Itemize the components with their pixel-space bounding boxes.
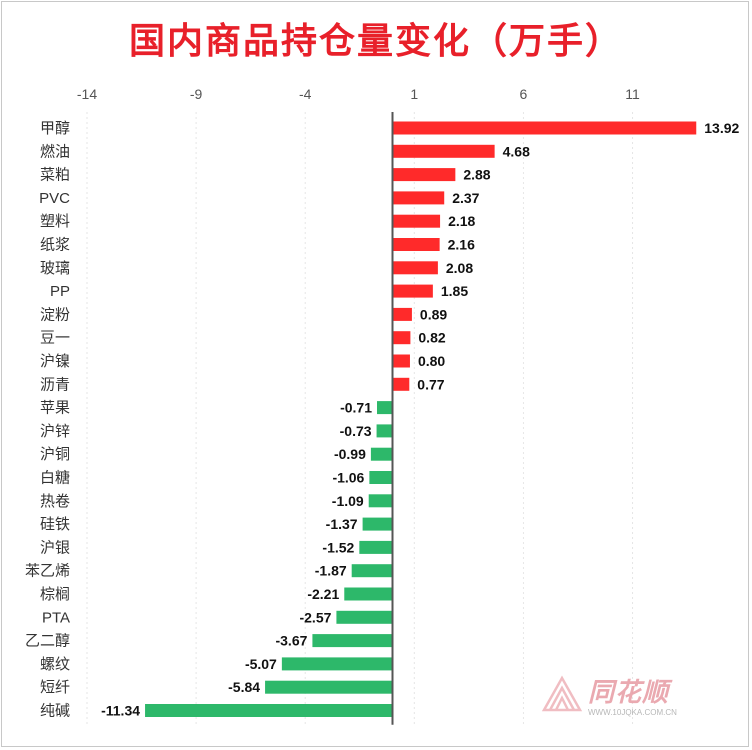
watermark-brand: 同花顺 [588, 678, 670, 708]
category-label: 菜粕 [40, 167, 70, 184]
x-tick-label: 11 [625, 86, 640, 102]
data-label: -1.52 [322, 539, 354, 555]
category-label: 乙二醇 [25, 633, 70, 650]
category-label: 白糖 [40, 470, 70, 487]
category-label: 玻璃 [40, 260, 70, 277]
data-label: 0.77 [417, 376, 444, 392]
bar [265, 680, 393, 694]
data-label: -3.67 [275, 633, 307, 649]
data-label: -1.09 [332, 493, 364, 509]
category-label: PTA [42, 609, 70, 626]
bar [392, 191, 445, 205]
data-label: 2.88 [463, 167, 490, 183]
data-label: -2.57 [299, 609, 331, 625]
data-label: -5.07 [245, 656, 277, 672]
bar [368, 494, 393, 508]
data-label: 2.37 [452, 190, 479, 206]
category-label: 沪镍 [40, 352, 70, 370]
category-label: 棕榈 [40, 586, 70, 603]
category-label: 沪铜 [40, 446, 70, 463]
data-label: -1.87 [315, 563, 347, 579]
bar [392, 284, 433, 298]
x-tick-label: 1 [410, 86, 418, 102]
data-label: -1.37 [326, 516, 358, 532]
data-label: 0.82 [418, 330, 445, 346]
category-label: 短纤 [40, 679, 70, 696]
data-label: -0.71 [340, 400, 372, 416]
bar [392, 144, 495, 158]
category-label: 硅铁 [40, 516, 70, 533]
bar [392, 238, 440, 251]
category-label: PP [50, 283, 70, 300]
bar [369, 471, 393, 484]
category-label: 螺纹 [40, 656, 70, 673]
bar [376, 424, 393, 438]
data-label: -5.84 [228, 679, 260, 695]
bar [344, 587, 393, 601]
fan-logo-icon [541, 675, 583, 712]
bar [145, 704, 393, 717]
x-tick-label: -4 [299, 86, 312, 102]
bar [392, 121, 697, 135]
bar [312, 634, 393, 648]
x-tick-label: -14 [77, 86, 97, 102]
data-label: -0.99 [334, 446, 366, 462]
category-label: 淀粉 [40, 306, 70, 323]
bar [362, 517, 393, 531]
bar [336, 610, 393, 624]
data-label: 4.68 [503, 143, 530, 159]
data-label: 1.85 [441, 283, 468, 299]
category-label: 纯碱 [40, 703, 70, 720]
bar [392, 377, 410, 391]
watermark-url: WWW.10JQKA.COM.CN [588, 708, 677, 717]
data-label: -11.34 [101, 703, 140, 719]
bars [145, 121, 697, 717]
x-tick-label: -9 [190, 86, 203, 102]
data-label: 0.80 [418, 353, 445, 369]
bar [281, 657, 393, 671]
bar [377, 401, 393, 415]
data-label: -2.21 [307, 586, 339, 602]
chart-title: 国内商品持仓量变化（万手） [128, 21, 623, 62]
value-labels: 13.92 4.68 2.88 2.37 2.18 2.16 2.08 1.85 0.89 0.8… [101, 120, 739, 719]
watermark: 同花顺 WWW.10JQKA.COM.CN [538, 668, 738, 728]
bar [392, 354, 410, 368]
grid-lines [86, 112, 634, 725]
category-label: 沥青 [40, 376, 70, 393]
x-tick-labels: -14 -9 -4 1 6 11 [77, 86, 640, 102]
category-label: 沪锌 [40, 423, 70, 440]
bar [392, 331, 411, 345]
category-label: 塑料 [40, 213, 70, 230]
data-label: 13.92 [704, 120, 739, 136]
category-label: 苹果 [40, 400, 70, 417]
category-label: 沪银 [40, 539, 70, 556]
bar [359, 540, 393, 554]
data-label: 2.16 [448, 237, 475, 253]
data-label: 2.08 [446, 260, 473, 276]
category-label: 热卷 [40, 493, 70, 510]
data-label: 2.18 [448, 213, 475, 229]
x-tick-label: 6 [520, 86, 528, 102]
bar [392, 168, 456, 182]
bar [351, 564, 393, 578]
bar [392, 214, 441, 228]
category-label: 苯乙烯 [25, 563, 70, 580]
data-label: -1.06 [332, 470, 364, 486]
data-label: 0.89 [420, 306, 447, 322]
bar [392, 261, 438, 275]
category-label: 豆一 [40, 330, 70, 347]
category-label: 甲醇 [40, 120, 70, 137]
category-label: 纸浆 [40, 236, 70, 254]
data-label: -0.73 [340, 423, 372, 439]
category-label: PVC [39, 190, 70, 207]
bar [370, 447, 393, 461]
category-label: 燃油 [40, 142, 70, 160]
bar [392, 307, 412, 321]
